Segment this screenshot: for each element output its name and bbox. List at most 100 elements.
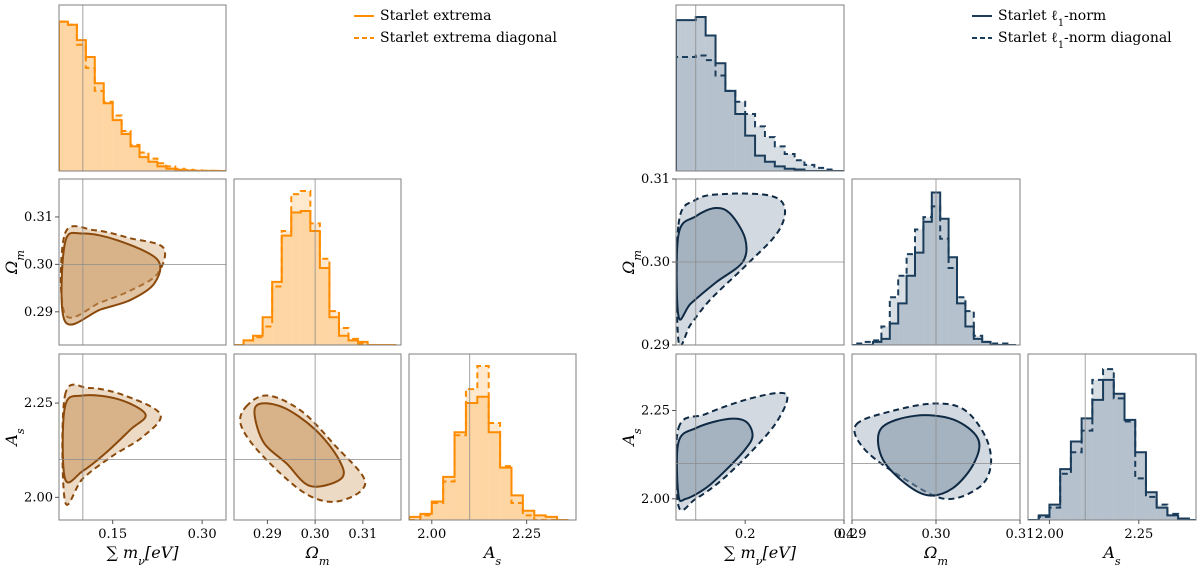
y-tick-label: 2.00 bbox=[24, 490, 53, 505]
hist-bar-solid-sum_mnu bbox=[695, 17, 706, 171]
hist-bar-solid-Omega_m bbox=[329, 317, 339, 345]
hist-bar-solid-Omega_m bbox=[915, 252, 924, 345]
axis-label-main: A bbox=[619, 434, 638, 448]
axis-label-main: Ω bbox=[2, 261, 21, 275]
axis-label-suffix: [eV] bbox=[145, 543, 179, 562]
corner-plot-starlet-extrema: 0.29 0.30 0.31 Ωm 0.15 0.30 ∑ mν[eV] 2.00 2.25 As… bbox=[2, 4, 577, 568]
x-tick-label: 0.2 bbox=[735, 527, 756, 542]
contour-solid-Omega_m-A_s bbox=[253, 402, 345, 488]
hist-bar-solid-A_s bbox=[500, 467, 512, 520]
hist-bar-solid-A_s bbox=[1081, 418, 1093, 520]
y-tick-label: 0.29 bbox=[24, 305, 53, 320]
hist-line-dashed-sum_mnu bbox=[676, 54, 844, 171]
panel-Omega_m-vs-A_s: 0.29 0.30 0.31 Ωm bbox=[233, 353, 402, 568]
y-axis-label-Omega_m: Ωm bbox=[619, 250, 644, 275]
axis-label-sub: m bbox=[14, 250, 27, 261]
panel-frame bbox=[58, 4, 227, 172]
axis-label-main: Ω bbox=[923, 543, 937, 562]
x-tick-label: 0.29 bbox=[838, 527, 867, 542]
hist-bar-dashed-Omega_m bbox=[881, 326, 890, 345]
hist-bar-solid-A_s bbox=[488, 432, 501, 520]
axis-label-sub: s bbox=[14, 428, 27, 434]
x-tick-label: 0.30 bbox=[922, 527, 951, 542]
hist-bar-solid-Omega_m bbox=[973, 338, 983, 345]
hist-bar-solid-sum_mnu bbox=[784, 168, 795, 171]
contour-solid-sum_mnu-Omega_m bbox=[60, 231, 162, 326]
axis-label-sub: ν bbox=[138, 555, 145, 568]
hist-bar-solid-Omega_m bbox=[982, 341, 991, 345]
hist-bar-dashed-sum_mnu bbox=[794, 160, 805, 171]
panel-frame bbox=[851, 178, 1021, 346]
hist-bar-solid-A_s bbox=[454, 432, 466, 520]
hist-bar-solid-sum_mnu bbox=[685, 20, 696, 171]
hist-bar-solid-sum_mnu bbox=[103, 103, 113, 171]
hist-bar-solid-A_s bbox=[409, 516, 421, 520]
hist-bar-dashed-sum_mnu bbox=[774, 146, 785, 171]
axis-label-sub: s bbox=[631, 428, 644, 434]
hist-bar-solid-Omega_m bbox=[940, 218, 949, 345]
hist-bar-solid-Omega_m bbox=[948, 257, 957, 345]
hist-bar-solid-Omega_m bbox=[291, 212, 301, 345]
axis-label-sub: s bbox=[495, 555, 501, 568]
legend-label-dashed: Starlet ℓ1-norm diagonal bbox=[998, 30, 1172, 51]
hist-bar-solid-sum_mnu bbox=[745, 135, 756, 171]
hist-bar-solid-sum_mnu bbox=[76, 40, 86, 171]
hist-bar-solid-Omega_m bbox=[262, 317, 273, 345]
axis-label-suffix: [eV] bbox=[762, 543, 796, 562]
legend-label-dashed: Starlet extrema diagonal bbox=[380, 30, 557, 46]
panel-Omega_m-vs-A_s: 0.29 0.30 0.31 Ωm bbox=[838, 353, 1035, 568]
hist-bar-dashed-Omega_m bbox=[864, 341, 873, 345]
x-tick-label: 0.31 bbox=[1006, 527, 1035, 542]
hist-bar-solid-sum_mnu bbox=[774, 166, 785, 171]
legend-text-main: Starlet ℓ bbox=[998, 8, 1058, 24]
hist-bar-solid-sum_mnu bbox=[139, 157, 149, 171]
panel-frame bbox=[675, 4, 845, 172]
panel-sum_mnu-vs-A_s: 0.15 0.30 ∑ mν[eV] 2.00 2.25 As bbox=[2, 353, 227, 568]
x-tick-label: 2.00 bbox=[1035, 527, 1064, 542]
hist-bar-solid-Omega_m bbox=[898, 303, 907, 345]
hist-bar-solid-sum_mnu bbox=[764, 161, 775, 171]
hist-bar-solid-A_s bbox=[1113, 393, 1125, 520]
panel-frame bbox=[58, 353, 227, 521]
panel-frame bbox=[408, 353, 577, 521]
x-tick-label: 0.30 bbox=[301, 527, 330, 542]
panel-sum_mnu-vs-A_s: 0.2 0.4 ∑ mν[eV] 2.00 2.25 As bbox=[619, 353, 854, 568]
y-tick-label: 2.25 bbox=[24, 396, 53, 411]
hist-bar-solid-A_s bbox=[477, 396, 489, 520]
hist-line-dashed-A_s bbox=[409, 365, 569, 520]
x-tick-label: 0.29 bbox=[253, 527, 282, 542]
panel-frame bbox=[1027, 353, 1197, 521]
y-axis-label-Omega_m: Ωm bbox=[2, 250, 27, 275]
hist-bar-dashed-Omega_m bbox=[889, 297, 899, 345]
hist-bar-solid-A_s bbox=[1124, 419, 1136, 520]
legend: Starlet extrema Starlet extrema diagonal bbox=[354, 8, 557, 46]
axis-label-sub: ν bbox=[756, 555, 763, 568]
hist-bar-solid-Omega_m bbox=[873, 341, 882, 345]
hist-bar-solid-Omega_m bbox=[889, 323, 899, 345]
y-tick-label: 0.31 bbox=[24, 210, 53, 225]
y-tick-label: 2.25 bbox=[641, 404, 670, 419]
hist-bar-solid-A_s bbox=[420, 513, 432, 520]
hist-bar-solid-Omega_m bbox=[338, 335, 349, 345]
axis-label-main: ∑ m bbox=[724, 543, 756, 562]
hist-bar-dashed-sum_mnu bbox=[814, 167, 825, 171]
hist-bar-solid-Omega_m bbox=[965, 326, 974, 345]
hist-bar-solid-sum_mnu bbox=[59, 21, 68, 171]
hist-bar-solid-Omega_m bbox=[881, 338, 890, 345]
axis-label-main: A bbox=[482, 543, 496, 562]
x-tick-label: 2.25 bbox=[512, 527, 541, 542]
panel-sum_mnu-vs-Omega_m: 0.29 0.30 0.31 Ωm bbox=[2, 178, 227, 346]
panel-frame bbox=[233, 353, 402, 521]
panel-Omega_m bbox=[233, 178, 402, 346]
hist-bar-solid-A_s bbox=[1145, 492, 1157, 520]
hist-bar-solid-A_s bbox=[545, 516, 558, 520]
x-tick-label: 0.31 bbox=[348, 527, 377, 542]
hist-bar-solid-Omega_m bbox=[923, 221, 932, 345]
hist-bar-solid-A_s bbox=[1167, 515, 1179, 520]
hist-line-solid-sum_mnu bbox=[676, 16, 844, 171]
axis-label-main: Ω bbox=[619, 261, 638, 275]
panel-frame bbox=[58, 178, 227, 346]
hist-bar-solid-A_s bbox=[465, 402, 478, 520]
